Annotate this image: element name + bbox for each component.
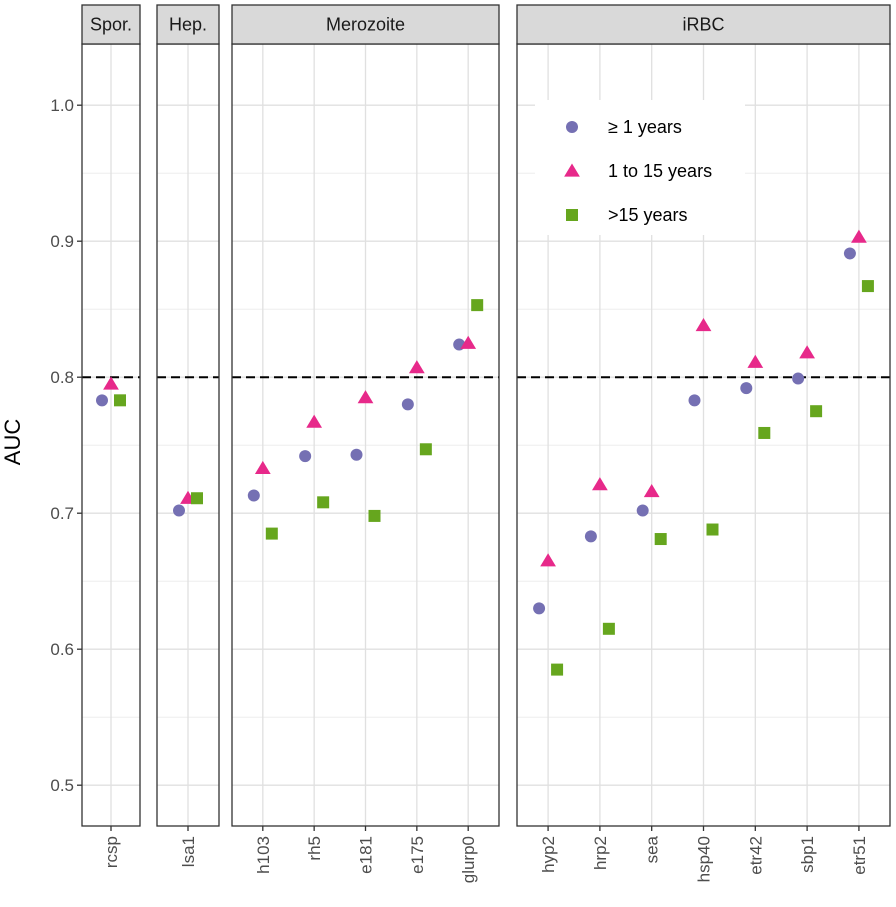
y-tick-label: 0.5 [50, 776, 74, 795]
data-point [306, 414, 323, 428]
data-point [317, 496, 330, 509]
strip-label: iRBC [682, 15, 724, 35]
data-point [350, 448, 363, 461]
strip-label: Merozoite [326, 15, 405, 35]
data-point [265, 527, 278, 540]
data-point [758, 426, 771, 439]
y-tick-label: 0.6 [50, 640, 74, 659]
legend-key [566, 121, 578, 133]
x-tick-label: glurp0 [459, 836, 478, 883]
data-point [96, 394, 108, 407]
strip-label: Hep. [169, 15, 207, 35]
data-point [191, 492, 203, 505]
strip-header [156, 4, 220, 45]
y-tick-label: 0.8 [50, 368, 74, 387]
data-point [792, 372, 805, 385]
data-point [810, 405, 823, 418]
x-tick-label: h103 [254, 836, 273, 874]
panel-merozoite: Merozoite h103 rh5 e181 e175 glurp0 [231, 4, 500, 883]
x-tick-label: rcsp [102, 836, 121, 868]
data-point [247, 489, 260, 502]
data-point [460, 335, 477, 349]
x-tick-label: rh5 [305, 836, 324, 861]
data-point [254, 460, 271, 474]
y-tick-label: 0.9 [50, 232, 74, 251]
data-point [551, 663, 564, 676]
legend-key [566, 209, 578, 221]
x-tick-label: lsa1 [179, 836, 198, 867]
data-point [299, 450, 312, 463]
data-point [368, 509, 381, 522]
x-tick-label: etr42 [746, 836, 765, 875]
data-point [654, 533, 667, 546]
x-tick-label: sea [643, 835, 662, 863]
y-tick-label: 1.0 [50, 96, 74, 115]
data-point [408, 360, 425, 374]
data-point [747, 354, 764, 368]
x-tick-label: sbp1 [798, 836, 817, 873]
data-point [740, 382, 753, 395]
legend-label: ≥ 1 years [608, 117, 682, 137]
data-point [843, 247, 856, 260]
data-point [799, 345, 815, 359]
x-tick-label: hyp2 [539, 836, 558, 873]
strip-label: Spor. [90, 15, 132, 35]
data-point [540, 553, 556, 567]
x-tick-label: hsp40 [695, 836, 714, 882]
x-tick-label: e181 [357, 836, 376, 874]
data-point [114, 394, 126, 407]
panel-hep: Hep. lsa1 [156, 4, 220, 867]
data-point [861, 280, 874, 293]
data-point [471, 299, 484, 312]
data-point [602, 622, 615, 635]
legend-key [564, 163, 580, 177]
data-point [533, 602, 546, 615]
y-axis-title: AUC [0, 419, 25, 466]
data-point [592, 477, 608, 491]
strip-header [231, 4, 500, 45]
data-point [636, 504, 649, 517]
y-tick-label: 0.7 [50, 504, 74, 523]
data-point [419, 443, 432, 456]
data-point [401, 398, 414, 411]
strip-header [81, 4, 141, 45]
data-point [688, 394, 701, 407]
data-point [643, 483, 660, 498]
data-point [103, 376, 119, 390]
data-point [357, 390, 374, 404]
data-point [695, 318, 712, 332]
x-tick-label: e175 [408, 836, 427, 874]
legend-label: 1 to 15 years [608, 161, 712, 181]
strip-header [516, 4, 891, 45]
x-tick-label: hrp2 [591, 836, 610, 870]
panel-spor: Spor. rcsp [81, 4, 141, 868]
data-point [584, 530, 597, 543]
data-point [173, 504, 185, 517]
legend-label: >15 years [608, 205, 688, 225]
x-tick-label: etr51 [850, 836, 869, 875]
data-point [851, 229, 867, 243]
data-point [706, 523, 719, 536]
